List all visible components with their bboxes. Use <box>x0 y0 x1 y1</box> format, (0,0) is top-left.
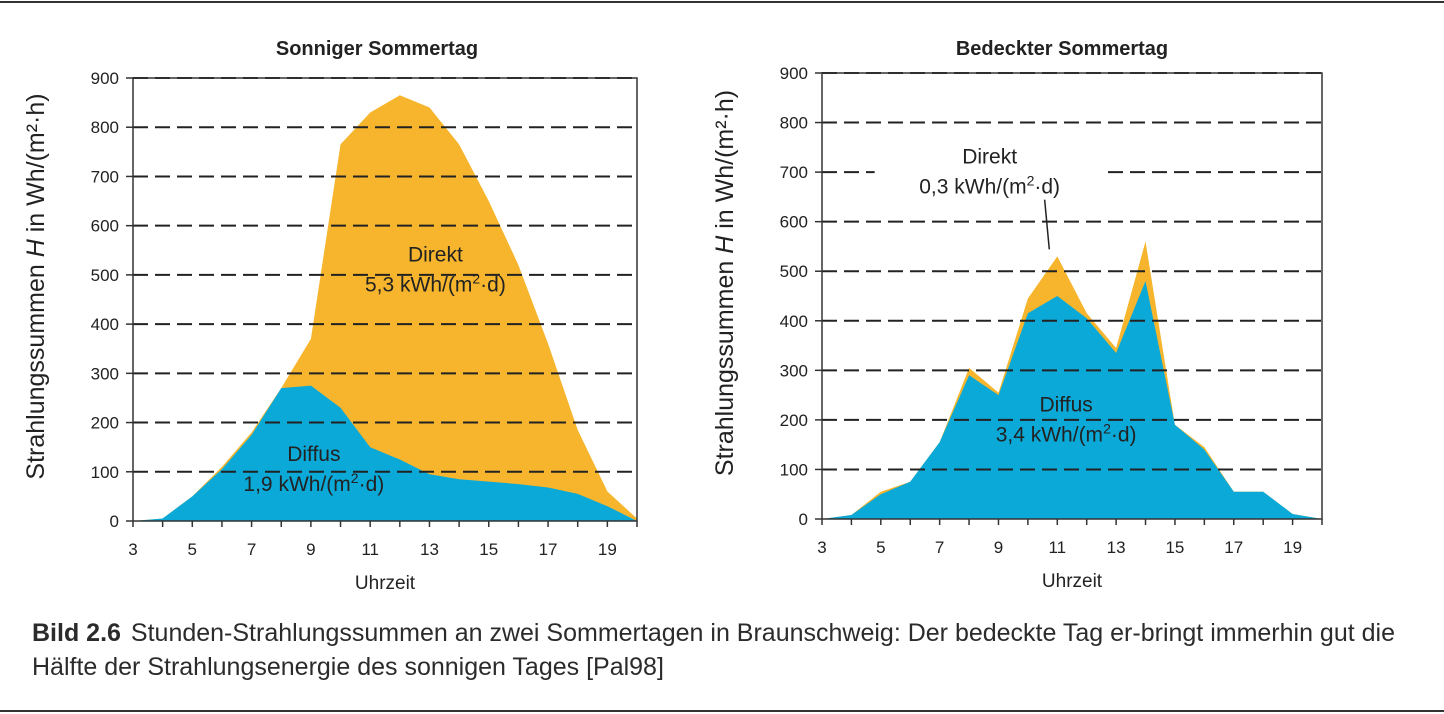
y-tick-label: 600 <box>780 213 808 232</box>
y-tick-label: 100 <box>780 460 808 479</box>
x-tick-label: 7 <box>935 538 944 557</box>
y-axis-label: Strahlungssummen H in Wh/(m²·h) <box>22 93 50 479</box>
annotation-diffus-title: Diffus <box>287 443 340 466</box>
x-axis-label: Uhrzeit <box>1042 571 1103 592</box>
x-tick-label: 3 <box>128 540 137 559</box>
caption-text: Stunden-Strahlungssummen an zwei Sommert… <box>32 619 1395 681</box>
x-tick-label: 15 <box>479 540 498 559</box>
y-tick-label: 600 <box>91 217 119 236</box>
annotation-direkt-title: Direkt <box>408 244 463 267</box>
y-tick-label: 200 <box>780 411 808 430</box>
chart-sunny-day: 0 100 200 300 400 500 600 700 800 900 3 5 7 9 11 13 15 17… <box>22 38 638 594</box>
y-tick-label: 400 <box>780 312 808 331</box>
x-tick-label: 9 <box>306 540 315 559</box>
y-tick-label: 0 <box>110 512 119 531</box>
y-tick-label: 700 <box>780 163 808 182</box>
annotation-diffus-value: 3,4 kWh/(m2·d) <box>996 420 1137 446</box>
x-tick-label: 19 <box>598 540 617 559</box>
y-axis-label: Strahlungssummen H in Wh/(m²·h) <box>711 90 739 476</box>
x-tick-label: 17 <box>1224 538 1243 557</box>
x-tick-label: 19 <box>1283 538 1302 557</box>
x-tick-label: 11 <box>361 540 379 559</box>
y-tick-label: 300 <box>91 364 119 383</box>
chart-title: Sonniger Sommertag <box>276 38 478 60</box>
annotation-pointer <box>1043 199 1051 250</box>
x-tick-label: 5 <box>188 540 197 559</box>
x-tick-label: 11 <box>1048 538 1066 557</box>
y-tick-label: 500 <box>91 266 119 285</box>
chart-title: Bedeckter Sommertag <box>956 38 1168 60</box>
plot-frame <box>821 72 1323 520</box>
y-tick-label: 500 <box>780 262 808 281</box>
bottom-rule <box>0 710 1444 712</box>
x-tick-label: 13 <box>420 540 439 559</box>
series-area-diffus <box>133 385 637 521</box>
x-tick-label: 7 <box>247 540 256 559</box>
y-tick-label: 400 <box>91 315 119 334</box>
annotation-backdrop <box>874 137 1107 202</box>
series-area-diffus <box>822 281 1322 519</box>
x-axis-label: Uhrzeit <box>355 573 416 594</box>
plot-frame <box>132 77 638 522</box>
annotation-diffus-title: Diffus <box>1039 393 1092 416</box>
y-tick-label: 900 <box>780 64 808 83</box>
x-tick-label: 5 <box>876 538 885 557</box>
x-tick-label: 13 <box>1107 538 1126 557</box>
chart-overcast-day: 0 100 200 300 400 500 600 700 800 900 3 5 7 9 11 13 15 17… <box>711 38 1323 592</box>
y-tick-label: 100 <box>91 463 119 482</box>
y-tick-label: 900 <box>91 69 119 88</box>
top-rule <box>0 1 1444 3</box>
series-area-direkt <box>133 95 637 521</box>
y-tick-label: 300 <box>780 361 808 380</box>
y-tick-label: 800 <box>780 114 808 133</box>
x-tick-label: 17 <box>539 540 558 559</box>
caption-label: Bild 2.6 <box>32 619 121 647</box>
y-tick-label: 0 <box>799 510 808 529</box>
annotation-direkt-title: Direkt <box>962 146 1017 169</box>
y-tick-label: 700 <box>91 167 119 186</box>
x-tick-label: 3 <box>817 538 826 557</box>
x-tick-label: 15 <box>1165 538 1184 557</box>
annotation-direkt-value: 0,3 kWh/(m2·d) <box>919 173 1060 199</box>
y-tick-label: 200 <box>91 414 119 433</box>
x-tick-label: 9 <box>994 538 1003 557</box>
figure-caption: Bild 2.6 Stunden-Strahlungssummen an zwei… <box>32 616 1432 684</box>
y-tick-label: 800 <box>91 118 119 137</box>
annotation-direkt-value: 5,3 kWh/(m2·d) <box>365 271 506 297</box>
annotation-diffus-value: 1,9 kWh/(m2·d) <box>243 470 384 496</box>
